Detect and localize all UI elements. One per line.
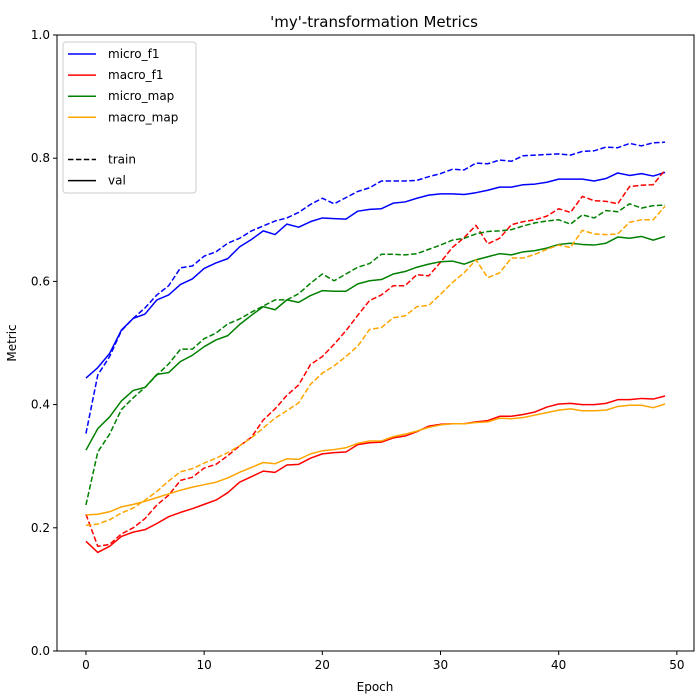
- series-line-micro-map-train: [85, 203, 666, 506]
- y-tick-label: 1.0: [31, 28, 50, 42]
- y-tick-label: 0.2: [31, 521, 50, 535]
- series-line-micro-f1-train: [85, 141, 666, 434]
- y-axis-label: Metric: [5, 324, 19, 361]
- x-axis-label: Epoch: [357, 680, 394, 694]
- legend-label-train: train: [108, 153, 136, 167]
- legend-box: [62, 41, 197, 194]
- series-line-micro-map-val: [85, 235, 666, 451]
- y-tick-label: 0.4: [31, 398, 50, 412]
- legend-label-val: val: [108, 174, 126, 188]
- series-line-macro-f1-val: [85, 395, 666, 554]
- y-tick-label: 0.0: [31, 644, 50, 658]
- x-tick-label: 30: [433, 658, 448, 672]
- legend-label-micro-f1: micro_f1: [108, 47, 160, 61]
- series-line-macro-f1-train: [85, 169, 666, 548]
- plot-lines: [85, 141, 666, 554]
- y-tick-label: 0.8: [31, 151, 50, 165]
- x-tick-label: 10: [196, 658, 211, 672]
- plot-frame: [56, 34, 695, 652]
- series-line-macro-map-train: [85, 205, 666, 527]
- legend-label-macro-map: macro_map: [108, 110, 178, 124]
- x-axis-ticks: 0 10 20 30 40 50: [82, 651, 685, 672]
- y-tick-label: 0.6: [31, 274, 50, 288]
- x-tick-label: 20: [315, 658, 330, 672]
- chart-title: 'my'-transformation Metrics: [270, 13, 478, 31]
- legend-label-macro-f1: macro_f1: [108, 68, 164, 82]
- series-line-macro-map-val: [85, 403, 666, 516]
- x-tick-label: 40: [551, 658, 566, 672]
- series-line-micro-f1-val: [85, 171, 666, 379]
- x-tick-label: 50: [669, 658, 684, 672]
- x-tick-label: 0: [82, 658, 90, 672]
- legend-label-micro-map: micro_map: [108, 89, 174, 103]
- y-axis-ticks: 0.0 0.2 0.4 0.6 0.8 1.0: [31, 28, 57, 658]
